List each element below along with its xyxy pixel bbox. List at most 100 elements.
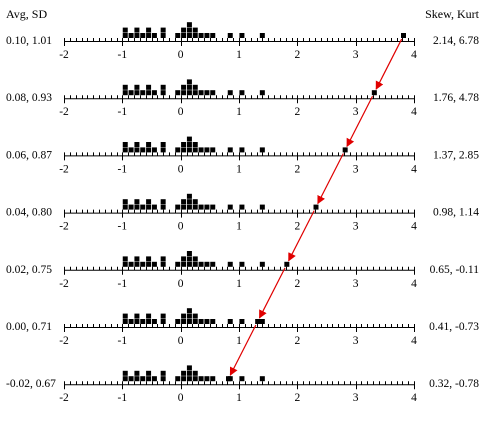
data-point xyxy=(146,27,152,33)
row-avg-sd-label: 0.10, 1.01 xyxy=(6,35,52,47)
row-skew-kurt-label: 1.37, 2.85 xyxy=(433,149,479,161)
data-point xyxy=(186,199,192,205)
data-point xyxy=(140,319,146,324)
data-point xyxy=(151,376,157,382)
data-point xyxy=(186,365,192,371)
tick-label: 4 xyxy=(411,49,417,61)
data-point xyxy=(186,142,192,147)
data-point xyxy=(186,22,192,28)
data-point xyxy=(122,261,128,267)
row-skew-kurt-label: 2.14, 6.78 xyxy=(433,35,479,47)
data-point xyxy=(186,370,192,376)
data-point xyxy=(151,33,157,38)
data-point xyxy=(122,84,128,90)
data-point xyxy=(134,147,140,153)
data-point xyxy=(198,376,204,382)
row-avg-sd-label: 0.00, 0.71 xyxy=(6,321,52,333)
data-point xyxy=(186,261,192,267)
data-point xyxy=(198,33,204,38)
data-point xyxy=(259,376,265,382)
left-header: Avg, SD xyxy=(6,7,47,21)
tick-label: -1 xyxy=(118,221,128,233)
data-point xyxy=(192,256,198,262)
shift-arrow xyxy=(375,38,403,90)
data-point xyxy=(204,90,210,96)
data-point xyxy=(186,319,192,324)
data-point xyxy=(128,204,134,210)
tick-label: 3 xyxy=(353,278,359,290)
data-point xyxy=(122,376,128,382)
data-point xyxy=(227,204,233,210)
row-avg-sd-label: 0.04, 0.80 xyxy=(6,207,52,219)
data-point xyxy=(181,319,187,324)
data-point xyxy=(160,33,166,38)
data-point xyxy=(128,319,134,324)
data-point xyxy=(259,147,265,153)
data-point xyxy=(128,261,134,267)
data-point xyxy=(186,376,192,382)
tick-label: 1 xyxy=(236,278,242,290)
data-point xyxy=(181,33,187,38)
tick-label: 4 xyxy=(411,278,417,290)
data-point xyxy=(160,256,166,262)
data-point xyxy=(186,308,192,314)
shift-arrow xyxy=(258,267,286,319)
data-point xyxy=(134,256,140,262)
data-point xyxy=(181,27,187,33)
tick-label: 1 xyxy=(236,49,242,61)
tick-label: 2 xyxy=(294,392,300,404)
data-point xyxy=(181,261,187,267)
data-point xyxy=(140,33,146,38)
tick-label: -1 xyxy=(118,49,128,61)
data-point xyxy=(186,193,192,199)
shift-arrow xyxy=(288,210,315,262)
data-point xyxy=(239,90,245,96)
tick-label: -1 xyxy=(118,163,128,175)
data-point xyxy=(259,90,265,96)
data-point xyxy=(175,376,181,382)
data-point xyxy=(134,261,140,267)
row-skew-kurt-label: 0.41, -0.73 xyxy=(429,321,479,333)
data-point xyxy=(160,84,166,90)
data-point xyxy=(186,136,192,142)
tick-label: 0 xyxy=(178,278,184,290)
data-point xyxy=(186,84,192,90)
right-header: Skew, Kurt xyxy=(425,7,480,21)
data-point xyxy=(239,376,245,382)
data-point xyxy=(255,319,261,324)
data-point xyxy=(210,33,216,38)
data-point xyxy=(122,27,128,33)
data-point xyxy=(181,84,187,90)
data-point xyxy=(371,90,377,96)
data-point xyxy=(175,147,181,153)
plot-row: 0.08, 0.93 1.76, 4.78 -2 -1 0 1 2 3 4 xyxy=(6,79,479,118)
tick-label: -2 xyxy=(59,221,69,233)
data-point xyxy=(151,319,157,324)
data-point xyxy=(160,147,166,153)
data-point xyxy=(160,204,166,210)
data-point xyxy=(259,33,265,38)
data-point xyxy=(160,376,166,382)
data-point xyxy=(160,313,166,319)
data-point xyxy=(192,90,198,96)
data-point xyxy=(175,319,181,324)
data-point xyxy=(192,33,198,38)
data-point xyxy=(210,319,216,324)
data-point xyxy=(181,313,187,319)
data-point xyxy=(342,147,348,153)
data-point xyxy=(192,376,198,382)
row-avg-sd-label: 0.02, 0.75 xyxy=(6,264,52,276)
data-point xyxy=(122,313,128,319)
data-point xyxy=(122,147,128,153)
data-point xyxy=(140,204,146,210)
data-point xyxy=(122,90,128,96)
data-point xyxy=(134,376,140,382)
data-point xyxy=(192,84,198,90)
data-point xyxy=(192,319,198,324)
data-point xyxy=(160,261,166,267)
tick-label: 3 xyxy=(353,49,359,61)
row-avg-sd-label: 0.08, 0.93 xyxy=(6,92,52,104)
tick-label: 0 xyxy=(178,335,184,347)
data-point xyxy=(401,33,406,38)
data-point xyxy=(151,147,157,153)
